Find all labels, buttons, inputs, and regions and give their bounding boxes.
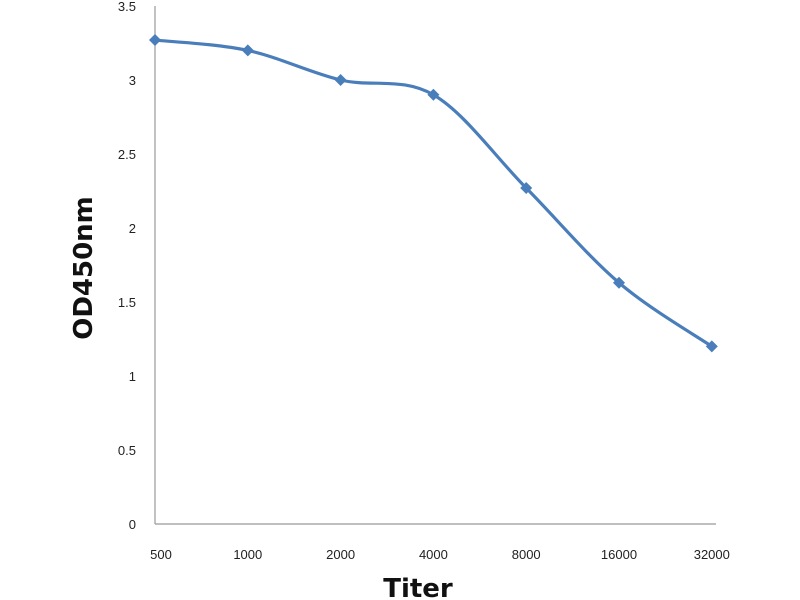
data-point-marker (334, 74, 347, 86)
x-tick-label: 1000 (233, 547, 262, 562)
data-point-marker (149, 34, 161, 47)
y-tick-label: 3.5 (118, 0, 136, 14)
x-tick-label: 500 (150, 547, 172, 562)
data-point-marker (705, 340, 718, 353)
series-line (154, 38, 713, 348)
x-axis-title: Titer (383, 574, 453, 600)
y-tick-label: 3 (129, 73, 136, 88)
y-tick-label: 0 (129, 517, 136, 532)
y-tick-label: 2.5 (118, 147, 136, 162)
x-tick-label: 4000 (419, 547, 448, 562)
data-point-marker (520, 182, 533, 195)
y-axis-title: OD450nm (69, 196, 99, 340)
y-tick-label: 0.5 (118, 443, 136, 458)
x-tick-label: 2000 (326, 547, 355, 562)
data-point-marker (427, 88, 440, 101)
y-tick-label: 1.5 (118, 295, 136, 310)
data-point-marker (613, 276, 625, 289)
y-tick-label: 1 (129, 369, 136, 384)
x-tick-label: 16000 (601, 547, 637, 562)
x-tick-label: 32000 (694, 547, 730, 562)
y-tick-label: 2 (129, 221, 136, 236)
data-point-marker (241, 44, 254, 57)
x-tick-label: 8000 (512, 547, 541, 562)
